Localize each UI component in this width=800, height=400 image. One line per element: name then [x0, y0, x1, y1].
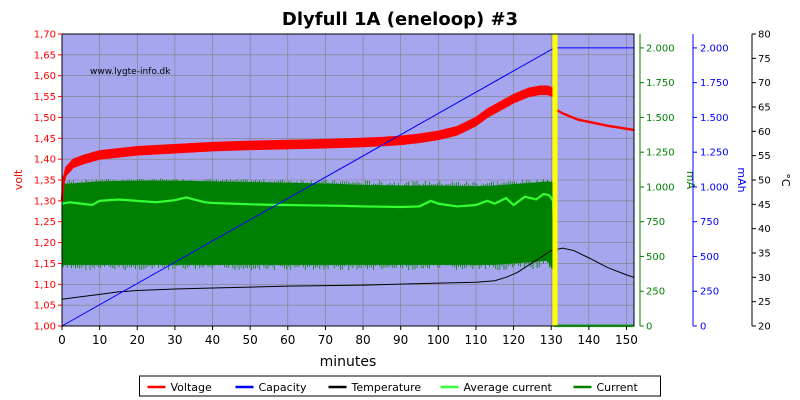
watermark-label: www.lygte-info.dk — [90, 67, 171, 77]
mah-axis-tick-label: 2.000 — [700, 43, 729, 54]
legend-box — [139, 375, 661, 397]
volt-axis-title: volt — [12, 169, 25, 190]
volt-tick-label: 1,55 — [34, 92, 56, 103]
temp-axis-tick-label: 20 — [758, 322, 771, 333]
mah-axis: 0 250 500 750 1.000 1.250 1.500 1.750 2.000 — [692, 34, 729, 333]
chart-title: Dlyfull 1A (eneloop) #3 — [282, 9, 518, 30]
ma-axis-title: mA — [684, 171, 697, 190]
temp-axis-tick-label: 55 — [758, 151, 771, 162]
temperature-series — [61, 247, 635, 300]
legend-label: Temperature — [351, 381, 422, 394]
x-tick-label: 70 — [318, 333, 333, 347]
temp-axis-tick-label: 60 — [758, 127, 771, 138]
mah-axis-tick-label: 1.500 — [700, 113, 729, 124]
volt-axis: 1,00 1,05 1,10 1,15 1,20 1,25 1,30 1,35 1,40 1,45… — [34, 30, 62, 333]
x-tick-label: 0 — [58, 333, 66, 347]
legend-label: Average current — [464, 381, 553, 394]
temp-axis-tick-label: 25 — [758, 297, 771, 308]
x-tick-label: 150 — [615, 333, 638, 347]
mah-axis-tick-label: 500 — [700, 252, 719, 263]
temp-axis-tick-label: 35 — [758, 249, 771, 260]
mah-axis-tick-label: 250 — [700, 287, 719, 298]
volt-tick-label: 1,00 — [34, 322, 56, 333]
volt-tick-label: 1,60 — [34, 71, 56, 82]
legend-label: Current — [597, 381, 639, 394]
volt-tick-label: 1,10 — [34, 280, 56, 291]
ma-axis-tick-label: 0 — [646, 322, 652, 333]
temp-axis-tick-label: 65 — [758, 103, 771, 114]
ma-axis-tick-label: 1.500 — [646, 113, 675, 124]
volt-tick-label: 1,65 — [34, 50, 56, 61]
legend-label: Capacity — [259, 381, 308, 394]
current-series-band — [62, 180, 634, 326]
x-tick-label: 110 — [464, 333, 487, 347]
x-tick-label: 130 — [540, 333, 563, 347]
mah-axis-tick-label: 1.750 — [700, 78, 729, 89]
volt-tick-label: 1,70 — [34, 30, 56, 41]
x-tick-label: 30 — [167, 333, 182, 347]
volt-tick-label: 1,45 — [34, 134, 56, 145]
temp-axis-tick-label: 70 — [758, 78, 771, 89]
temp-axis-title: °C — [779, 173, 792, 187]
x-axis: 0 10 20 30 40 50 60 70 80 90 100 110 120 130 140 150 — [58, 326, 638, 347]
temp-axis: 20 25 30 35 40 45 50 55 60 65 70 75 80 — [751, 30, 771, 333]
x-axis-title: minutes — [320, 354, 377, 370]
mah-axis-title: mAh — [735, 167, 748, 192]
average-current-series — [61, 192, 634, 328]
series-layer — [60, 47, 635, 328]
ma-axis-tick-label: 500 — [646, 252, 665, 263]
x-tick-label: 20 — [130, 333, 145, 347]
x-tick-label: 140 — [577, 333, 600, 347]
mah-axis-tick-label: 0 — [700, 322, 706, 333]
x-tick-label: 10 — [92, 333, 107, 347]
ma-axis-tick-label: 1.250 — [646, 148, 675, 159]
mah-axis-tick-label: 750 — [700, 217, 719, 228]
charge-end-marker — [552, 34, 558, 326]
temp-axis-tick-label: 50 — [758, 176, 771, 187]
x-tick-label: 60 — [280, 333, 295, 347]
legend: Voltage Capacity Temperature Average curren… — [139, 375, 661, 397]
x-tick-label: 100 — [427, 333, 450, 347]
volt-tick-label: 1,30 — [34, 196, 56, 207]
volt-tick-label: 1,40 — [34, 155, 56, 166]
volt-tick-label: 1,15 — [34, 259, 56, 270]
volt-tick-label: 1,20 — [34, 238, 56, 249]
mah-axis-tick-label: 1.000 — [700, 182, 729, 193]
mah-axis-tick-label: 1.250 — [700, 148, 729, 159]
volt-tick-label: 1,25 — [34, 217, 56, 228]
x-tick-label: 120 — [502, 333, 525, 347]
temp-axis-tick-label: 30 — [758, 273, 771, 284]
x-tick-label: 90 — [393, 333, 408, 347]
temp-axis-tick-label: 40 — [758, 224, 771, 235]
ma-axis-tick-label: 1.000 — [646, 182, 675, 193]
ma-axis-tick-label: 2.000 — [646, 43, 675, 54]
x-tick-label: 80 — [355, 333, 370, 347]
volt-tick-label: 1,05 — [34, 301, 56, 312]
volt-tick-label: 1,50 — [34, 113, 56, 124]
ma-axis-tick-label: 750 — [646, 217, 665, 228]
temp-axis-tick-label: 80 — [758, 30, 771, 41]
volt-tick-label: 1,35 — [34, 176, 56, 187]
x-tick-label: 50 — [243, 333, 258, 347]
x-tick-label: 40 — [205, 333, 220, 347]
temp-axis-tick-label: 75 — [758, 54, 771, 65]
ma-axis-tick-label: 250 — [646, 287, 665, 298]
ma-axis-tick-label: 1.750 — [646, 78, 675, 89]
temp-axis-tick-label: 45 — [758, 200, 771, 211]
ma-axis: 0 250 500 750 1.000 1.250 1.500 1.750 2.000 — [639, 34, 675, 333]
legend-label: Voltage — [171, 381, 212, 394]
